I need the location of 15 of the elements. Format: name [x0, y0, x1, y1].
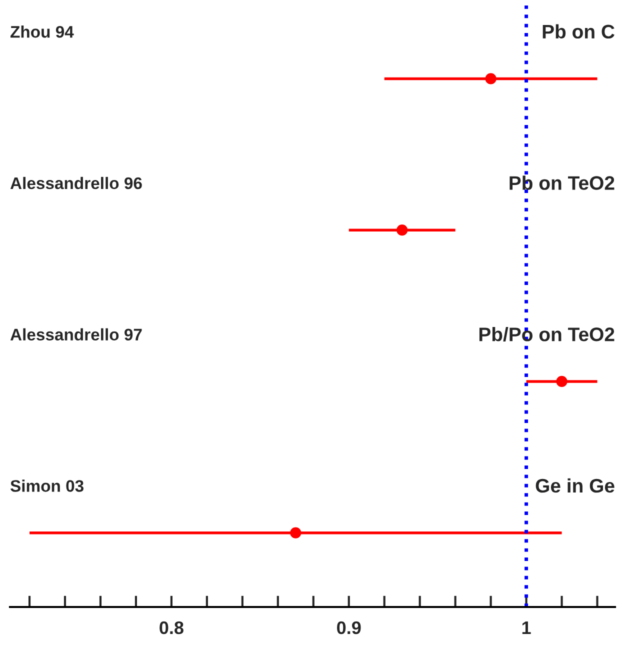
y-tick-label: Simon 03: [10, 480, 84, 492]
point: [485, 73, 496, 84]
y-tick-label: Zhou 94: [10, 26, 74, 38]
x-tick-label: 0.8: [160, 621, 184, 634]
point: [290, 527, 302, 538]
x-tick-label: 0.9: [337, 621, 361, 634]
point: [556, 376, 568, 388]
annotation: Pb on TeO2: [510, 176, 614, 190]
annotation: Pb/Po on TeO2: [479, 326, 614, 342]
annotation: Pb on C: [542, 24, 614, 39]
point: [396, 224, 408, 236]
annotation: Ge in Ge: [536, 478, 614, 493]
x-tick-label: 1: [522, 622, 531, 634]
y-tick-label: Alessandrello 96: [10, 176, 142, 190]
y-tick-label: Alessandrello 97: [10, 328, 142, 341]
